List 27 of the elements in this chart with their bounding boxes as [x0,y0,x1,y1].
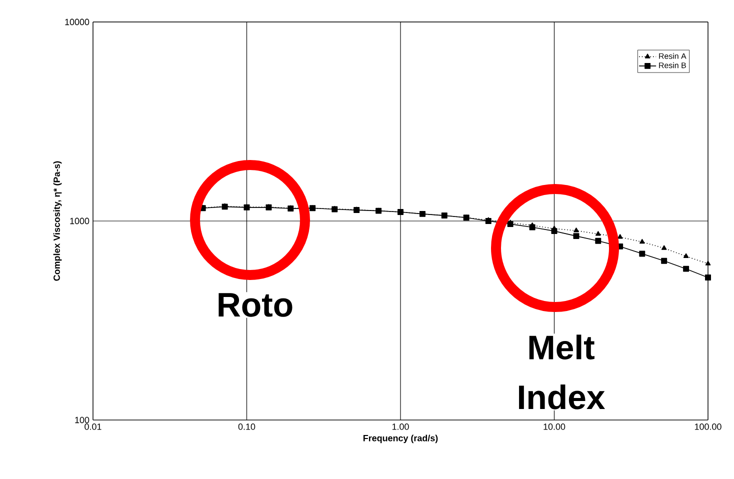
y-axis-title: Complex Viscosity, η* (Pa-s) [53,161,62,281]
x-axis-title: Frequency (rad/s) [363,434,438,444]
x-tick-label: 0.10 [238,424,256,430]
point [574,228,579,232]
point [595,238,602,244]
y-tick-label: 1000 [70,218,90,224]
annotation: Melt Index [519,334,606,410]
x-tick-label: 100.00 [694,424,722,430]
x-tick-label: 0.01 [84,424,102,430]
annotation: Roto [218,293,292,317]
point [661,245,667,250]
point [639,250,646,257]
point [573,233,580,240]
point [640,238,645,244]
point [551,228,558,234]
point [683,253,689,258]
point [661,258,668,264]
point [529,224,536,230]
y-tick-label: 10000 [65,18,90,26]
point [705,274,711,280]
x-tick-label: 10.00 [544,424,566,430]
point [705,260,711,266]
x-tick-label: 1.00 [392,424,409,430]
y-tick-label: 100 [75,416,90,424]
point [507,221,514,228]
point [596,231,601,236]
point [683,266,690,272]
